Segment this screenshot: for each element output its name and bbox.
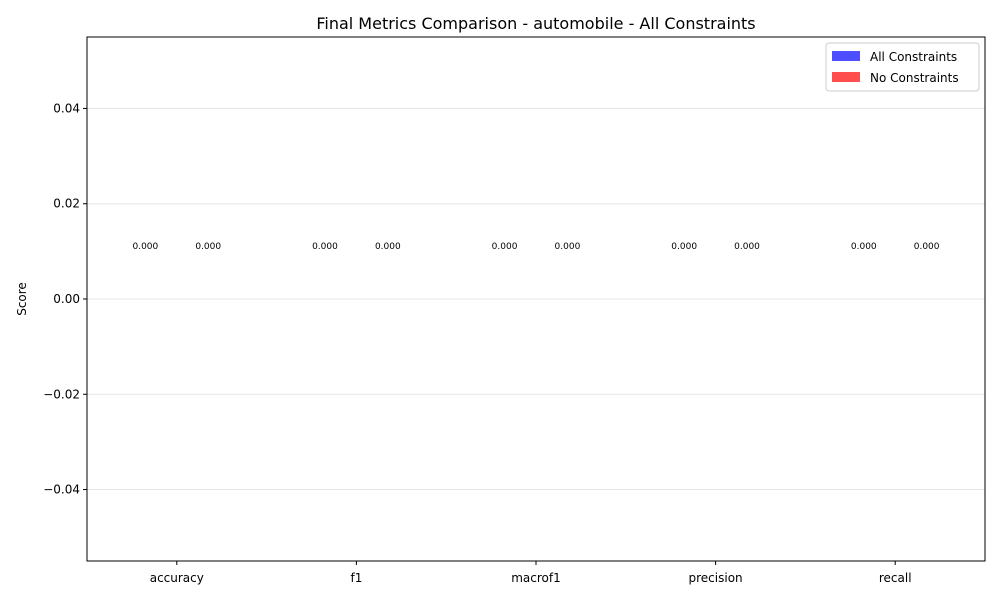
x-tick-label-macrof1: macrof1 bbox=[511, 571, 561, 585]
legend-label-0: All Constraints bbox=[870, 50, 957, 64]
x-tick-label-accuracy: accuracy bbox=[150, 571, 204, 585]
y-tick-label: −0.02 bbox=[43, 387, 80, 401]
y-tick-label: 0.00 bbox=[53, 292, 80, 306]
data-label-macrof1-1: 0.000 bbox=[555, 242, 581, 252]
legend-swatch-1 bbox=[832, 72, 860, 82]
data-label-recall-1: 0.000 bbox=[914, 242, 940, 252]
data-label-f1-0: 0.000 bbox=[312, 242, 338, 252]
x-tick-label-precision: precision bbox=[689, 571, 743, 585]
legend-label-1: No Constraints bbox=[870, 71, 959, 85]
y-axis: −0.04 −0.02 0.00 0.02 0.04 bbox=[43, 101, 87, 497]
legend: All Constraints No Constraints bbox=[825, 42, 980, 92]
data-labels: 0.000 0.000 0.000 0.000 0.000 0.000 0.000 0.000… bbox=[132, 242, 939, 252]
x-axis: accuracy f1 macrof1 precision recall bbox=[150, 561, 912, 585]
data-label-precision-1: 0.000 bbox=[734, 242, 760, 252]
legend-box bbox=[825, 42, 980, 92]
y-tick-label: −0.04 bbox=[43, 483, 80, 497]
y-tick-label: 0.04 bbox=[53, 101, 80, 115]
data-label-f1-1: 0.000 bbox=[375, 242, 401, 252]
y-axis-label: Score bbox=[15, 282, 29, 316]
x-tick-label-f1: f1 bbox=[350, 571, 362, 585]
x-tick-label-recall: recall bbox=[879, 571, 912, 585]
data-label-accuracy-1: 0.000 bbox=[195, 242, 221, 252]
data-label-recall-0: 0.000 bbox=[851, 242, 877, 252]
legend-swatch-0 bbox=[832, 51, 860, 61]
data-label-macrof1-0: 0.000 bbox=[492, 242, 518, 252]
chart-title: Final Metrics Comparison - automobile - … bbox=[316, 14, 755, 33]
data-label-accuracy-0: 0.000 bbox=[132, 242, 158, 252]
data-label-precision-0: 0.000 bbox=[671, 242, 697, 252]
y-tick-label: 0.02 bbox=[53, 197, 80, 211]
grid-lines bbox=[87, 107, 985, 491]
